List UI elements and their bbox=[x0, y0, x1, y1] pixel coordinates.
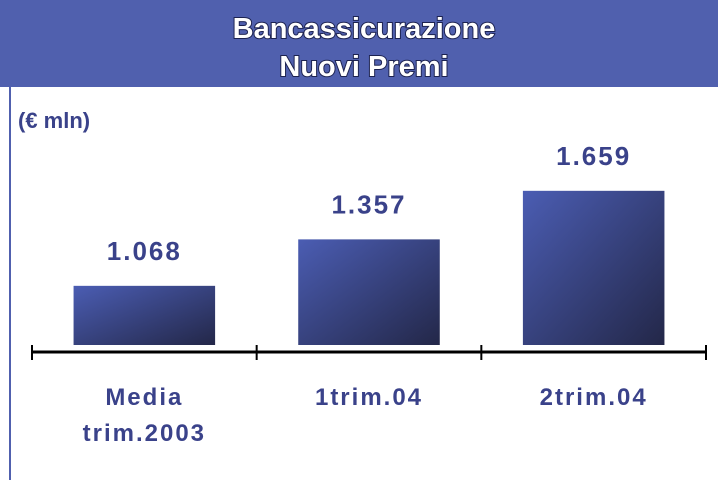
x-tick-label: Media trim.2003 bbox=[82, 384, 207, 447]
value-label: 1.659 bbox=[556, 141, 631, 171]
unit-label: (€ mln) bbox=[18, 108, 90, 133]
x-tick-label: 1trim.04 bbox=[314, 384, 424, 411]
chart-title: Bancassicurazione bbox=[233, 13, 496, 45]
x-tick-label: 2trim.04 bbox=[539, 384, 648, 411]
header-band bbox=[0, 0, 718, 87]
bar bbox=[522, 190, 665, 345]
value-label: 1.068 bbox=[107, 236, 182, 266]
bar bbox=[73, 285, 216, 345]
bar bbox=[298, 239, 440, 345]
value-label: 1.357 bbox=[331, 189, 406, 219]
chart-subtitle: Nuovi Premi bbox=[279, 51, 448, 83]
